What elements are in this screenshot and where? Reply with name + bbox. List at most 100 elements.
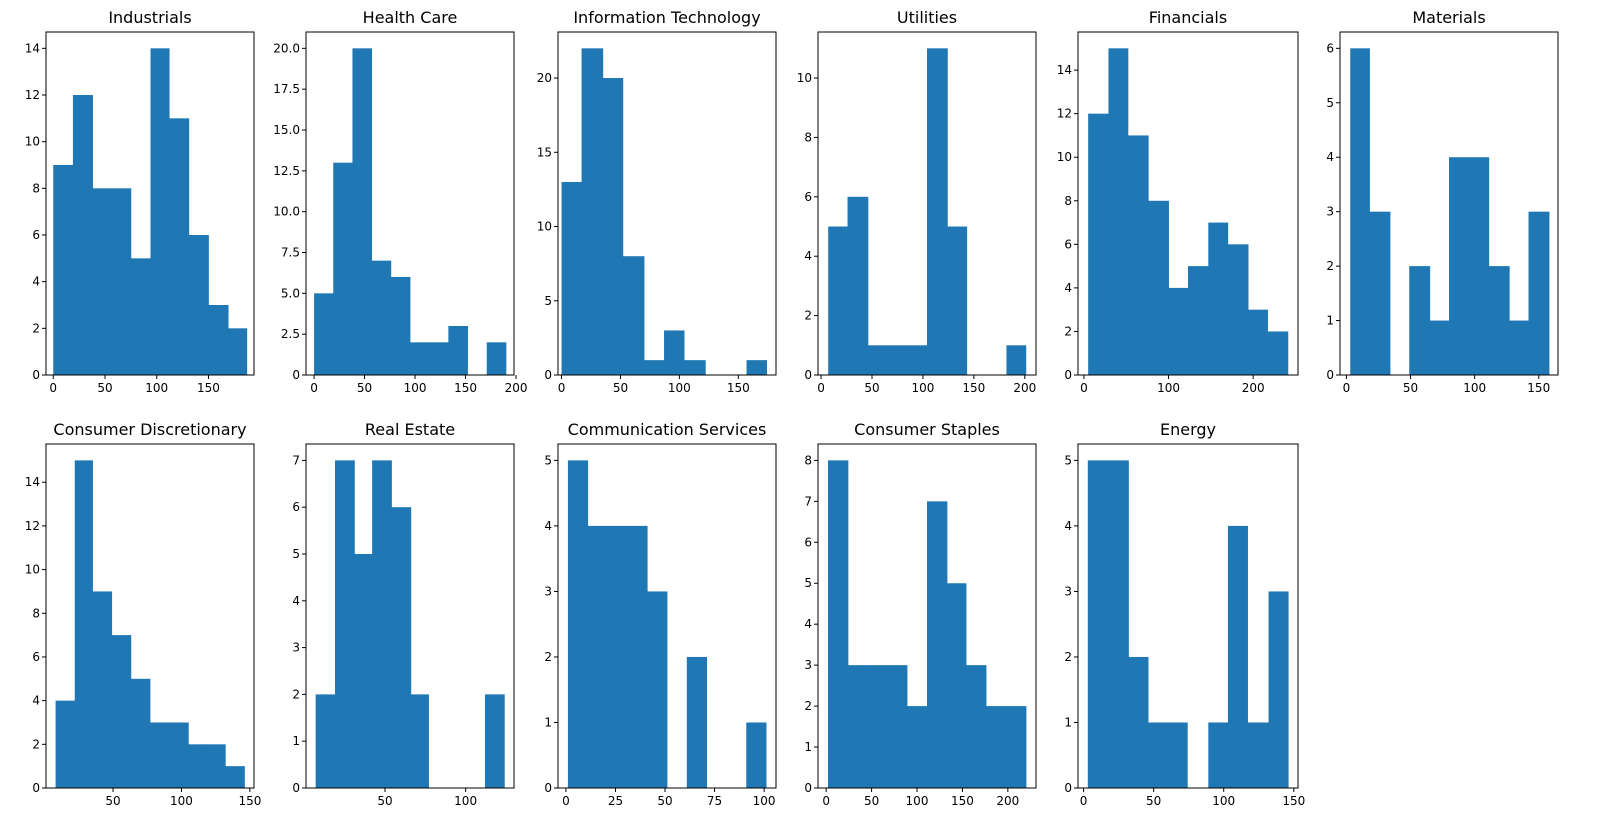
financials-bar: [1227, 244, 1249, 375]
materials-y-tick-label: 1: [1326, 314, 1334, 328]
consumer-staples-bar: [867, 665, 888, 788]
materials-bar: [1469, 157, 1490, 375]
communication-services-bar: [686, 656, 708, 788]
energy-bar: [1247, 722, 1269, 788]
real-estate-y-tick-label: 3: [292, 641, 300, 655]
consumer-staples-y-tick-label: 4: [804, 617, 812, 631]
consumer-discretionary-bar: [55, 700, 76, 788]
health-care-bar: [429, 342, 449, 375]
communication-services-axes-frame: [557, 443, 777, 789]
communication-services-bar: [587, 525, 608, 788]
consumer-discretionary-bar: [188, 744, 207, 788]
consumer-staples-y-tick-label: 5: [804, 576, 812, 590]
financials-bar: [1148, 200, 1169, 375]
industrials-bar: [130, 258, 151, 375]
real-estate-y-tick-label: 7: [292, 453, 300, 467]
real-estate-bar: [315, 694, 336, 788]
real-estate-bar: [335, 460, 355, 788]
consumer-staples-x-tick-label: 200: [996, 794, 1019, 808]
materials-y-tick-label: 4: [1326, 150, 1334, 164]
consumer-discretionary-y-tick-label: 6: [32, 650, 40, 664]
consumer-discretionary-bar: [150, 722, 170, 788]
real-estate-title: Real Estate: [365, 420, 455, 439]
consumer-staples-bar: [986, 706, 1007, 788]
information-technology-bar: [746, 360, 767, 375]
utilities-bar: [947, 226, 968, 375]
consumer-staples-bar: [927, 501, 948, 788]
consumer-staples-bar: [827, 460, 849, 788]
communication-services-x-tick-label: 75: [707, 794, 722, 808]
real-estate-axes-frame: [305, 443, 515, 789]
materials-y-tick-label: 2: [1326, 259, 1334, 273]
consumer-discretionary-bar: [92, 591, 113, 788]
energy-x-tick-label: 150: [1282, 794, 1305, 808]
communication-services-bar: [627, 525, 648, 788]
financials-bar: [1208, 222, 1229, 375]
materials-x-tick-label: 150: [1527, 381, 1550, 395]
energy-bar: [1148, 722, 1169, 788]
real-estate-y-tick-label: 2: [292, 687, 300, 701]
materials-x-tick-label: 50: [1403, 381, 1418, 395]
consumer-staples-bar: [847, 665, 869, 788]
financials-x-tick-label: 100: [1157, 381, 1180, 395]
health-care-y-tick-label: 2.5: [281, 327, 300, 341]
panel-materials: Materials 0 50 100 150 0 1 2 3 4 5 6: [1326, 8, 1559, 395]
health-care-title: Health Care: [363, 8, 458, 27]
real-estate-y-tick-label: 5: [292, 547, 300, 561]
industrials-x-tick-label: 100: [145, 381, 168, 395]
communication-services-y-tick-label: 4: [544, 519, 552, 533]
consumer-staples-bar: [946, 583, 967, 788]
health-care-x-tick-label: 50: [357, 381, 372, 395]
utilities-bar: [847, 196, 869, 375]
communication-services-y-tick-label: 0: [544, 781, 552, 795]
industrials-axes-frame: [45, 31, 255, 376]
industrials-bar: [208, 305, 229, 375]
communication-services-x-tick-label: 25: [608, 794, 623, 808]
panel-industrials: Industrials 0 50 100 150 0 2 4 6 8 10 12 14: [25, 8, 255, 395]
materials-y-tick-label: 5: [1326, 96, 1334, 110]
energy-y-tick-label: 2: [1064, 650, 1072, 664]
consumer-discretionary-y-tick-label: 8: [32, 606, 40, 620]
consumer-staples-x-tick-label: 150: [951, 794, 974, 808]
consumer-staples-bar: [907, 706, 928, 788]
information-technology-y-tick-label: 20: [537, 71, 552, 85]
information-technology-x-tick-label: 50: [613, 381, 628, 395]
energy-bar: [1167, 722, 1188, 788]
utilities-y-tick-label: 2: [804, 309, 812, 323]
panel-consumer-discretionary: Consumer Discretionary 50 100 150 0 2 4 6 8 10 12 1…: [25, 420, 262, 808]
consumer-staples-y-tick-label: 3: [804, 658, 812, 672]
information-technology-bar: [622, 256, 645, 375]
utilities-x-tick-label: 150: [962, 381, 985, 395]
utilities-bar: [828, 226, 848, 375]
real-estate-bar: [484, 694, 505, 788]
financials-y-tick-label: 0: [1064, 368, 1072, 382]
materials-axes-frame: [1339, 31, 1559, 376]
energy-y-tick-label: 5: [1064, 453, 1072, 467]
consumer-discretionary-y-tick-label: 0: [32, 781, 40, 795]
health-care-bar: [314, 293, 334, 375]
communication-services-y-tick-label: 5: [544, 453, 552, 467]
health-care-x-tick-label: 100: [404, 381, 427, 395]
information-technology-bar: [581, 48, 604, 375]
energy-axes-frame: [1077, 443, 1299, 789]
energy-bar: [1128, 656, 1149, 788]
utilities-x-tick-label: 0: [817, 381, 825, 395]
consumer-staples-title: Consumer Staples: [854, 420, 1000, 439]
real-estate-y-tick-label: 4: [292, 594, 300, 608]
real-estate-x-tick-label: 50: [377, 794, 392, 808]
utilities-bar: [1006, 345, 1027, 375]
utilities-y-tick-label: 0: [804, 368, 812, 382]
information-technology-x-tick-label: 150: [727, 381, 750, 395]
communication-services-bar: [746, 722, 767, 788]
health-care-y-tick-label: 5.0: [281, 286, 300, 300]
information-technology-title: Information Technology: [573, 8, 760, 27]
communication-services-y-tick-label: 2: [544, 650, 552, 664]
industrials-bar: [169, 118, 190, 375]
materials-x-tick-label: 0: [1343, 381, 1351, 395]
health-care-axes-frame: [305, 31, 515, 376]
consumer-discretionary-bar: [225, 766, 245, 788]
health-care-bar: [333, 162, 353, 375]
information-technology-y-tick-label: 5: [544, 294, 552, 308]
consumer-discretionary-bar: [130, 678, 151, 788]
